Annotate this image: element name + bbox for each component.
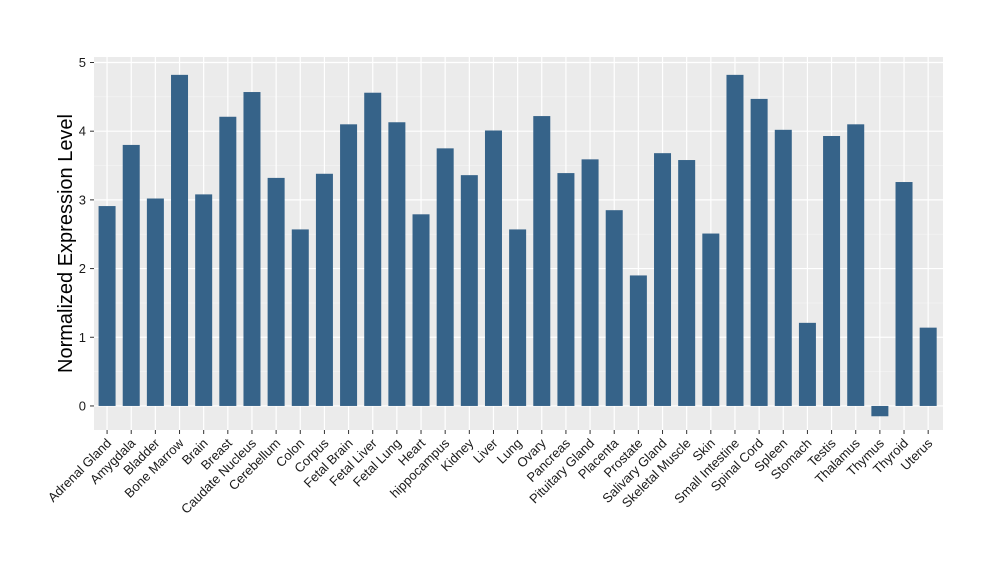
y-axis: 0 1 2 3 4 5 [79,55,94,413]
bar-lung [509,229,527,406]
bar-skin [702,233,720,406]
bar-spinal-cord [750,98,768,406]
bar-small-intestine [726,74,744,406]
bar-hippocampus [436,148,454,406]
bar-corpus [315,173,333,406]
bar-pancreas [557,173,575,406]
bar-stomach [798,322,816,406]
bar-pituitary-gland [581,159,599,406]
bar-ovary [533,116,551,406]
bar-breast [219,116,237,406]
bars [98,74,937,417]
bar-uterus [919,327,937,406]
y-tick-label: 5 [79,55,86,70]
bar-placenta [605,210,623,406]
bar-thyroid [895,182,913,406]
bar-salivary-gland [654,153,672,406]
bar-adrenal-gland [98,206,116,406]
bar-bone-marrow [171,74,189,406]
bar-fetal-liver [364,92,382,406]
bar-spleen [774,129,792,406]
bar-skeletal-muscle [678,160,696,406]
bar-fetal-lung [388,122,406,406]
y-tick-label: 4 [79,124,86,139]
bar-thalamus [847,124,865,406]
bar-thymus [871,405,889,417]
bar-kidney [460,175,478,406]
bar-testis [823,135,841,406]
bar-prostate [629,275,647,406]
y-tick-label: 3 [79,192,86,207]
bar-cerebellum [267,177,285,406]
bar-caudate-nucleus [243,92,261,406]
y-tick-label: 1 [79,330,86,345]
y-axis-title: Normalized Expression Level [55,114,77,373]
bar-amygdala [122,144,140,406]
bar-liver [484,130,502,406]
bar-heart [412,214,430,406]
y-tick-label: 0 [79,398,86,413]
x-tick-label: Liver [470,435,501,466]
y-tick-label: 2 [79,261,86,276]
bar-bladder [146,198,164,406]
bar-colon [291,229,309,406]
bar-brain [195,194,213,406]
bar-fetal-brain [340,124,358,406]
